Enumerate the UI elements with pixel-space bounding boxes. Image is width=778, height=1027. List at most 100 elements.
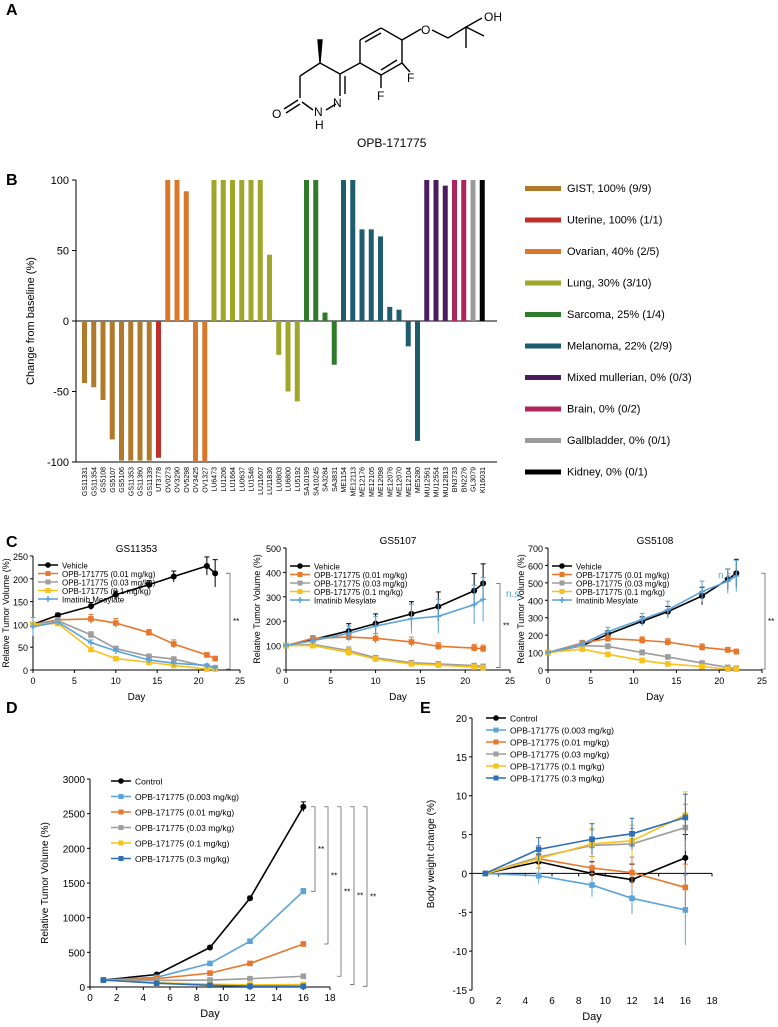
data-point [605, 635, 611, 642]
significance-bracket [337, 806, 342, 977]
data-point [300, 941, 307, 947]
bond [283, 99, 299, 110]
data-point [204, 652, 210, 658]
x-axis-label: Day [646, 692, 664, 703]
data-point [153, 980, 160, 986]
data-point [589, 865, 595, 871]
legend-swatch [525, 249, 561, 254]
data-point [408, 661, 415, 667]
series-line [285, 643, 484, 668]
data-point [145, 656, 152, 663]
significance-mark: ** [503, 621, 509, 630]
series-line [32, 619, 216, 669]
data-point [300, 888, 307, 895]
category-label: UT3778 [156, 467, 163, 492]
data-point [112, 591, 119, 598]
bar [248, 180, 254, 321]
significance-bracket [226, 572, 231, 670]
bond [380, 27, 403, 41]
legend-marker [493, 715, 499, 721]
legend-swatch [525, 280, 561, 286]
atom-f1: F [407, 71, 414, 85]
growth-chart-gs5107: 0 5 10 15 20 25 0 100 200 300 400 500 Day Relative Tu… [252, 536, 522, 703]
category-label: OV1327 [202, 467, 209, 493]
bar [350, 180, 356, 321]
chemical-structure [283, 17, 485, 114]
data-point [471, 601, 478, 608]
data-point [589, 836, 595, 843]
bar [211, 180, 217, 321]
legend-label: Vehicle [62, 562, 88, 571]
y-tick-label: 400 [528, 596, 543, 606]
x-tick-label: 0 [283, 676, 288, 686]
category-label: ME12113 [350, 467, 357, 497]
series-line [32, 622, 216, 670]
category-label: SA3831 [332, 467, 339, 492]
x-tick-label: 0 [545, 676, 550, 686]
y-tick-label: 0 [538, 666, 543, 676]
x-tick-label: 6 [549, 996, 555, 1007]
data-point [639, 657, 645, 664]
bar [396, 309, 402, 321]
legend-label: OPB-171775 (0.01 mg/kg) [510, 738, 609, 748]
x-tick-label: 15 [152, 676, 162, 686]
data-point [699, 588, 706, 595]
legend-label: OPB-171775 (0.03 mg/kg) [135, 823, 234, 833]
bond [465, 26, 485, 37]
data-point [665, 639, 671, 645]
bar [174, 180, 180, 321]
data-point [664, 606, 671, 613]
x-axis-label: Day [128, 692, 146, 703]
legend-marker [118, 794, 124, 799]
data-point [247, 960, 253, 967]
data-point [435, 613, 442, 620]
data-point [112, 647, 119, 654]
legend-label: Control [510, 714, 538, 724]
data-point [471, 664, 477, 670]
y-axis-label: Relative Tumor Volume (%) [1, 558, 11, 668]
bar [257, 180, 263, 321]
category-label: LU1664 [230, 467, 237, 492]
y-tick-label: 250 [13, 552, 28, 562]
x-tick-label: 10 [371, 676, 381, 686]
y-tick-label: 100 [266, 642, 281, 652]
x-tick-label: 5 [588, 676, 593, 686]
series-line [485, 857, 686, 881]
category-label: BN3733 [452, 467, 459, 492]
atom-o-ether: O [421, 23, 430, 37]
data-point [372, 623, 379, 630]
data-point [435, 662, 442, 668]
chart-title: GS11353 [116, 544, 158, 555]
legend-label: OPB-171775 (0.1 mg/kg) [135, 839, 230, 849]
legend-swatch [525, 438, 561, 443]
y-axis-label: Relative Tumor Volume (%) [252, 554, 262, 664]
y-tick-label: 100 [13, 620, 28, 630]
data-point [87, 639, 94, 646]
data-point [480, 664, 486, 671]
data-point [699, 660, 705, 666]
category-label: SA10199 [304, 467, 311, 496]
y-tick-label: 2500 [63, 810, 86, 821]
x-tick-label: 4 [141, 993, 147, 1004]
bond [364, 32, 382, 43]
data-point [170, 656, 177, 662]
data-point [207, 970, 213, 976]
bar [313, 180, 319, 321]
bar [100, 321, 106, 400]
x-tick-label: 12 [244, 993, 256, 1004]
data-point [212, 664, 219, 671]
legend-label: OPB-171775 (0.03 mg/kg) [510, 750, 609, 760]
data-point [113, 620, 119, 626]
x-tick-label: 2 [114, 993, 120, 1004]
legend-label: Lung, 30% (3/10) [567, 278, 651, 290]
data-point [724, 666, 731, 672]
y-tick-label: 500 [68, 948, 85, 959]
series-line [103, 890, 304, 981]
legend-label: OPB-171775 (0.1 mg/kg) [576, 588, 665, 597]
bar [341, 180, 346, 321]
x-tick-label: 10 [600, 996, 612, 1007]
legend-label: OPB-171775 (0.003 mg/kg) [510, 726, 614, 736]
data-point [629, 895, 635, 902]
